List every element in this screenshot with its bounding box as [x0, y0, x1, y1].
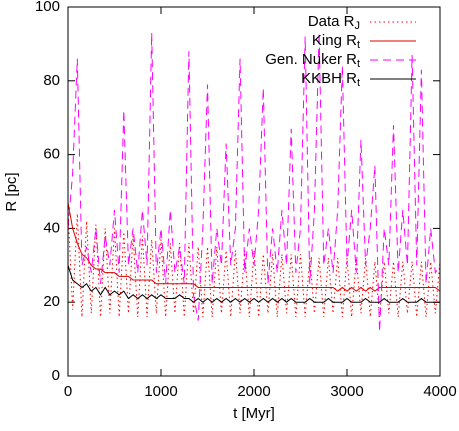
y-tick-label: 80 — [43, 72, 60, 89]
legend-label: Gen. Nuker Rt — [265, 51, 360, 70]
x-axis-label: t [Myr] — [233, 405, 275, 422]
data-line — [67, 209, 441, 318]
y-tick-label: 40 — [43, 219, 60, 236]
x-tick-label: 3000 — [330, 383, 363, 400]
x-tick-label: 1000 — [144, 383, 177, 400]
x-tick-label: 2000 — [237, 383, 270, 400]
data-line — [67, 32, 441, 332]
legend-label: KKBH Rt — [301, 70, 360, 89]
x-tick-label: 0 — [64, 383, 72, 400]
legend-label: King Rt — [312, 32, 360, 51]
data-line — [67, 265, 440, 303]
data-line — [67, 202, 441, 292]
y-axis-label: R [pc] — [3, 172, 20, 211]
y-tick-label: 60 — [43, 146, 60, 163]
y-tick-label: 0 — [52, 367, 60, 384]
plot-frame — [67, 6, 441, 377]
legend-label: Data RJ — [308, 13, 360, 32]
y-tick-label: 20 — [43, 293, 60, 310]
y-tick-label: 100 — [35, 0, 60, 15]
x-tick-label: 4000 — [423, 383, 456, 400]
